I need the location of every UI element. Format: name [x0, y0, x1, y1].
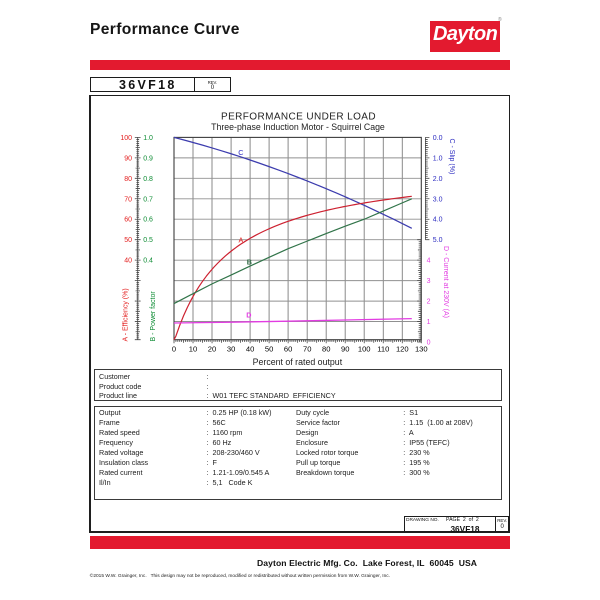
svg-text:B - Power factor: B - Power factor [150, 291, 157, 342]
svg-text:2: 2 [427, 299, 431, 306]
svg-text:70: 70 [124, 196, 132, 203]
svg-text:D: D [246, 311, 251, 320]
svg-text:3: 3 [427, 278, 431, 285]
svg-text:C: C [238, 148, 243, 157]
svg-text:2.0: 2.0 [433, 176, 443, 183]
svg-text:30: 30 [227, 345, 235, 354]
svg-text:70: 70 [303, 345, 311, 354]
svg-text:80: 80 [124, 176, 132, 183]
svg-text:1.0: 1.0 [143, 135, 153, 142]
svg-text:20: 20 [208, 345, 216, 354]
svg-text:A - Efficiency (%): A - Efficiency (%) [122, 288, 129, 341]
svg-text:0.0: 0.0 [433, 135, 443, 142]
svg-text:100: 100 [358, 345, 371, 354]
svg-text:90: 90 [124, 155, 132, 162]
svg-text:0.5: 0.5 [143, 237, 153, 244]
svg-text:1.0: 1.0 [433, 155, 443, 162]
svg-text:C - Slip (%): C - Slip (%) [448, 139, 455, 175]
svg-text:0: 0 [427, 340, 431, 347]
svg-text:120: 120 [396, 345, 409, 354]
svg-text:130: 130 [415, 345, 428, 354]
svg-text:4: 4 [427, 258, 431, 265]
svg-text:90: 90 [341, 345, 349, 354]
svg-text:3.0: 3.0 [433, 196, 443, 203]
svg-text:0.8: 0.8 [143, 176, 153, 183]
svg-text:D - Current at 230V (A): D - Current at 230V (A) [442, 246, 449, 318]
svg-text:Percent of rated output: Percent of rated output [253, 357, 343, 367]
svg-text:40: 40 [124, 258, 132, 265]
svg-text:80: 80 [322, 345, 330, 354]
svg-text:0.9: 0.9 [143, 155, 153, 162]
svg-text:60: 60 [124, 217, 132, 224]
svg-text:50: 50 [124, 237, 132, 244]
svg-text:1: 1 [427, 319, 431, 326]
svg-text:0.6: 0.6 [143, 217, 153, 224]
svg-text:100: 100 [120, 135, 132, 142]
svg-text:40: 40 [246, 345, 254, 354]
svg-text:60: 60 [284, 345, 292, 354]
svg-text:0.7: 0.7 [143, 196, 153, 203]
svg-text:50: 50 [265, 345, 273, 354]
svg-text:10: 10 [189, 345, 197, 354]
svg-text:0: 0 [172, 345, 176, 354]
svg-text:A: A [239, 235, 244, 244]
svg-text:PERFORMANCE UNDER LOAD: PERFORMANCE UNDER LOAD [221, 112, 376, 123]
svg-text:0.4: 0.4 [143, 258, 153, 265]
svg-text:5.0: 5.0 [433, 237, 443, 244]
svg-text:4.0: 4.0 [433, 217, 443, 224]
svg-text:110: 110 [377, 345, 389, 354]
svg-text:Three-phase Induction Motor -: Three-phase Induction Motor - Squirrel C… [211, 122, 385, 132]
svg-text:B: B [247, 258, 252, 267]
